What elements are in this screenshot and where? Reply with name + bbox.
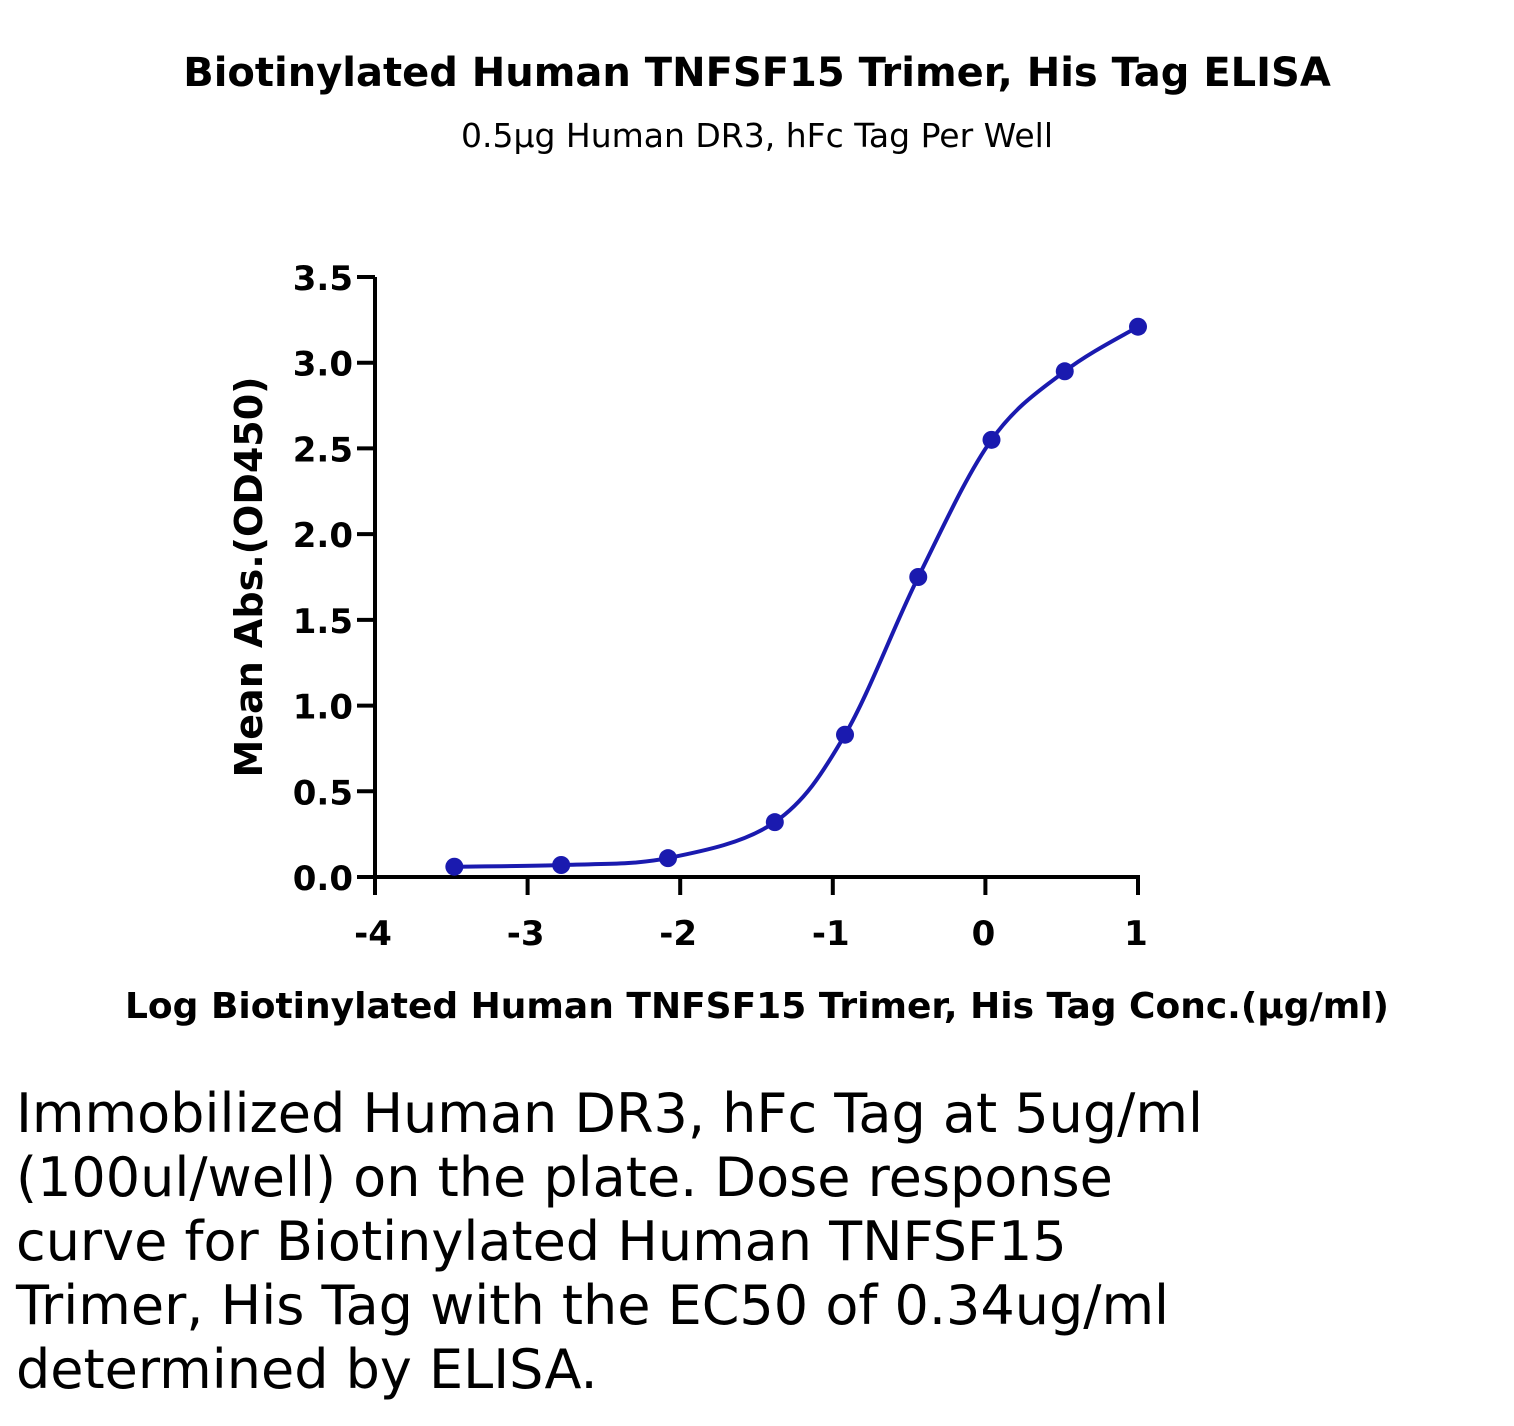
data-point xyxy=(836,725,855,744)
y-tick-label: 0.0 xyxy=(293,859,353,899)
data-point xyxy=(1129,317,1147,336)
data-point xyxy=(552,856,571,874)
x-tick-label: -2 xyxy=(659,914,697,954)
caption-line: curve for Biotinylated Human TNFSF15 xyxy=(16,1210,1067,1273)
data-point xyxy=(765,813,784,832)
series-fit-curve xyxy=(454,324,1140,869)
figure-caption: Immobilized Human DR3, hFc Tag at 5ug/ml… xyxy=(16,1082,1216,1402)
y-tick-label: 2.0 xyxy=(293,516,353,556)
y-tick-labels: 0.0 0.5 1.0 1.5 2.0 2.5 3.0 3.5 xyxy=(293,259,353,899)
x-tick-label: 0 xyxy=(972,914,996,954)
y-tick-label: 3.0 xyxy=(293,345,353,385)
x-axis-label: Log Biotinylated Human TNFSF15 Trimer, H… xyxy=(125,986,1389,1027)
y-tick-label: 2.5 xyxy=(293,430,353,470)
data-point xyxy=(982,430,1001,449)
x-tick-label: -4 xyxy=(354,914,392,954)
axes xyxy=(357,275,1140,895)
series-layer xyxy=(445,317,1147,876)
x-tick-label: -1 xyxy=(812,914,850,954)
chart-title: Biotinylated Human TNFSF15 Trimer, His T… xyxy=(183,50,1331,96)
x-tick-labels: -4 -3 -2 -1 0 1 xyxy=(354,914,1148,954)
chart-subtitle: 0.5μg Human DR3, hFc Tag Per Well xyxy=(460,116,1054,155)
chart: 0.0 0.5 1.0 1.5 2.0 2.5 3.0 3.5 -4 -3 -2 -1 0 1 Mean… xyxy=(125,259,1389,1027)
x-tick-label: 1 xyxy=(1124,914,1148,954)
y-tick-label: 1.0 xyxy=(293,688,353,728)
y-tick-label: 1.5 xyxy=(293,602,353,642)
caption-line: Trimer, His Tag with the EC50 of 0.34ug/… xyxy=(16,1274,1170,1337)
data-point xyxy=(658,849,677,868)
data-point xyxy=(445,857,464,876)
y-tick-label: 3.5 xyxy=(293,259,353,299)
data-point xyxy=(1055,362,1074,381)
y-axis-label: Mean Abs.(OD450) xyxy=(227,376,271,777)
data-point xyxy=(909,568,928,586)
caption-line: Immobilized Human DR3, hFc Tag at 5ug/ml xyxy=(16,1082,1203,1145)
caption-line: (100ul/well) on the plate. Dose response xyxy=(16,1146,1113,1209)
caption-line: determined by ELISA. xyxy=(16,1338,598,1401)
x-tick-label: -3 xyxy=(507,914,545,954)
y-tick-label: 0.5 xyxy=(293,773,353,813)
